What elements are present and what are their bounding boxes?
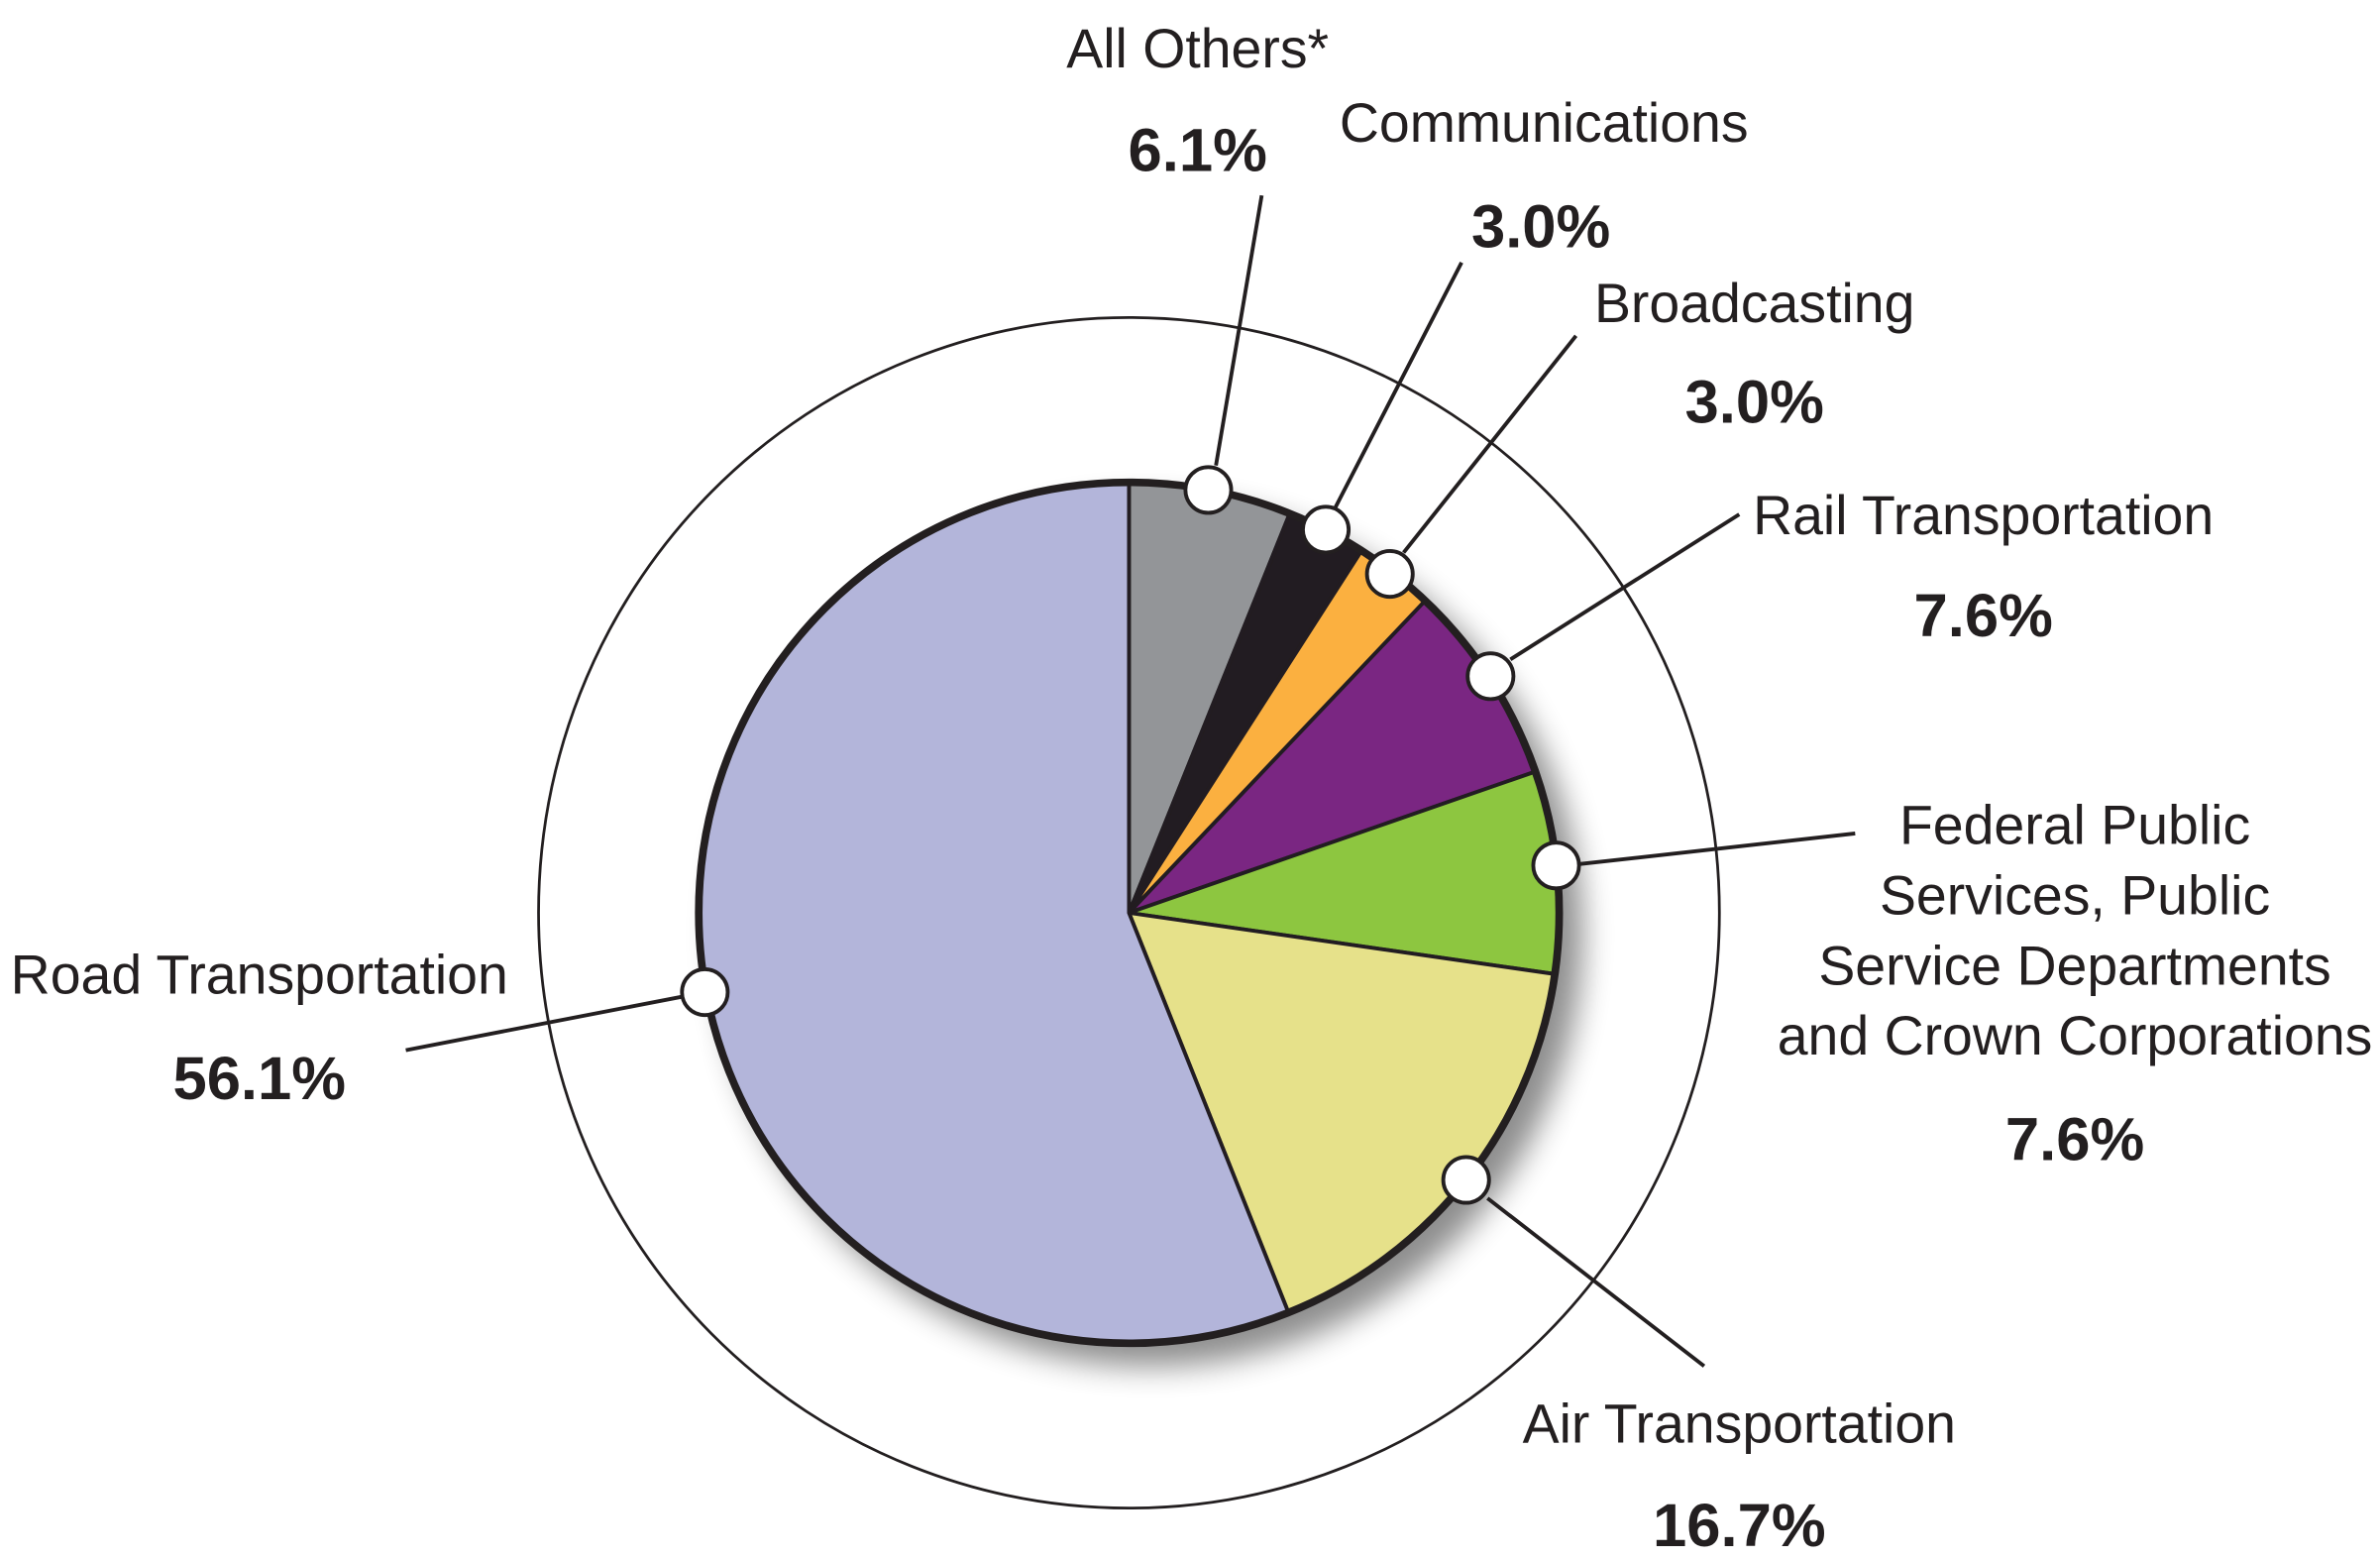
leader-dot-broadcasting [1364, 549, 1415, 600]
value-communications: 3.0% [1471, 192, 1610, 261]
label-road: Road Transportation [11, 945, 508, 1006]
leader-line-all-others [1214, 194, 1264, 467]
value-all-others: 6.1% [1129, 116, 1267, 184]
value-rail: 7.6% [1913, 582, 2052, 650]
label-federal-line-2: Services, Public [1880, 865, 2270, 927]
leader-line-federal [1579, 831, 1856, 866]
label-federal-line-4: and Crown Corporations [1778, 1005, 2373, 1066]
leader-dot-communications [1301, 504, 1352, 555]
label-air: Air Transportation [1523, 1393, 1956, 1454]
leader-dot-all-others [1183, 465, 1234, 515]
leader-line-communications [1333, 262, 1463, 509]
leader-line-rail [1509, 512, 1741, 661]
leader-dot-road [680, 967, 730, 1018]
value-road: 56.1% [172, 1045, 346, 1113]
outer-ring [537, 315, 1721, 1510]
label-broadcasting: Broadcasting [1594, 273, 1914, 334]
leader-line-broadcasting [1402, 334, 1578, 554]
leader-lines [405, 194, 1856, 1368]
leader-dot-air [1441, 1155, 1491, 1205]
leader-line-road [405, 994, 683, 1053]
label-federal-line-1: Federal Public [1899, 795, 2250, 856]
label-communications: Communications [1340, 92, 1749, 154]
label-all-others: All Others* [1066, 18, 1329, 79]
pie-slices [697, 480, 1562, 1346]
pie-border [695, 478, 1564, 1348]
label-rail: Rail Transportation [1753, 485, 2214, 546]
value-broadcasting: 3.0% [1685, 369, 1824, 437]
leader-line-air [1486, 1196, 1706, 1368]
leader-dot-federal [1531, 840, 1581, 891]
value-air: 16.7% [1653, 1492, 1826, 1560]
leader-dot-rail [1465, 651, 1516, 702]
label-federal-line-3: Service Departments [1818, 935, 2330, 996]
value-federal: 7.6% [2005, 1105, 2144, 1173]
